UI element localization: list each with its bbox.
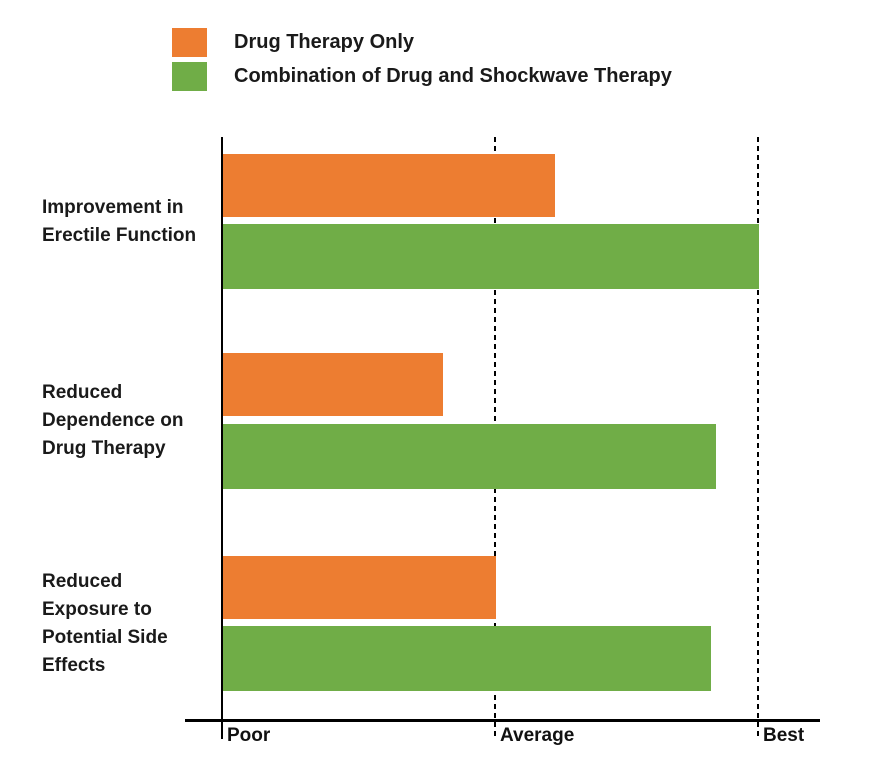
- bar-combination-side-effects: [223, 626, 711, 691]
- legend-label-combination: Combination of Drug and Shockwave Therap…: [234, 65, 672, 87]
- bar-drug-only-dependence: [223, 353, 443, 416]
- bar-drug-only-improvement: [223, 154, 555, 217]
- category-label-dependence: Reduced Dependence on Drug Therapy: [42, 382, 184, 459]
- legend: Drug Therapy Only Combination of Drug an…: [172, 28, 672, 91]
- legend-label-drug-only: Drug Therapy Only: [234, 31, 415, 53]
- legend-item-combination: Combination of Drug and Shockwave Therap…: [172, 62, 672, 91]
- y-axis-line: [221, 137, 223, 739]
- bar-combination-improvement: [223, 224, 759, 289]
- category-label-side-effects: Reduced Exposure to Potential Side Effec…: [42, 571, 168, 676]
- legend-swatch-green: [172, 62, 207, 91]
- legend-swatch-orange: [172, 28, 207, 57]
- tick-label-poor: Poor: [227, 725, 271, 746]
- gridline-best: [757, 137, 759, 739]
- x-axis-line: [185, 719, 820, 722]
- tick-label-average: Average: [500, 725, 575, 746]
- category-label-improvement: Improvement in Erectile Function: [42, 197, 197, 246]
- tick-label-best: Best: [763, 725, 805, 746]
- bar-combination-dependence: [223, 424, 716, 489]
- legend-item-drug-only: Drug Therapy Only: [172, 28, 672, 57]
- bar-drug-only-side-effects: [223, 556, 496, 619]
